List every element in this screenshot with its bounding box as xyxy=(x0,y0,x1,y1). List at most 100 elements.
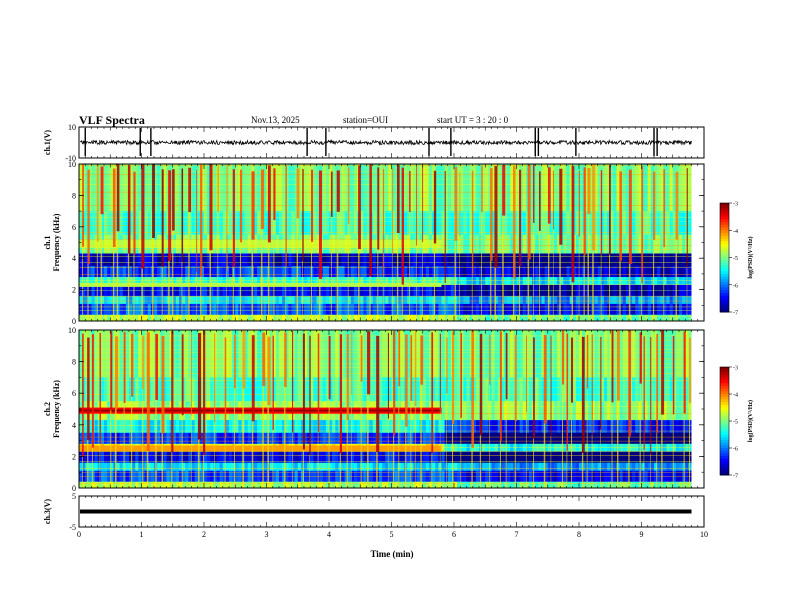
spectrogram-cell xyxy=(175,266,180,278)
sferic xyxy=(505,399,507,488)
spectrogram-cell xyxy=(482,164,486,212)
spectrogram-cell xyxy=(372,266,377,278)
spectrogram-cell xyxy=(625,330,630,378)
spectrogram-cell xyxy=(482,303,486,315)
spectrogram-cell xyxy=(210,420,214,433)
spectrogram-cell xyxy=(257,314,261,321)
spectrogram-cell xyxy=(150,330,155,378)
sferic xyxy=(351,394,352,488)
spectrogram-cell xyxy=(191,420,196,433)
spectrogram-cell xyxy=(216,266,221,278)
spectrogram-cell xyxy=(135,295,139,304)
spectrogram-cell xyxy=(472,432,477,444)
spectrogram-cell xyxy=(191,451,196,463)
spectrogram-cell xyxy=(538,253,543,267)
spectrogram-cell xyxy=(213,330,218,378)
spectrogram-cell xyxy=(654,451,658,463)
sferic xyxy=(387,418,389,488)
spectrogram-cell xyxy=(338,314,343,321)
spectrogram-cell xyxy=(372,451,377,463)
spectrogram-cell xyxy=(82,303,86,315)
spectrogram-cell xyxy=(91,481,96,488)
spectrogram-cell xyxy=(657,303,661,315)
sferic xyxy=(267,405,270,488)
spectrogram-cell xyxy=(457,303,461,315)
spectrogram-cell xyxy=(288,451,293,463)
spectrogram-cell xyxy=(682,295,686,304)
spectrogram-cell xyxy=(116,314,121,321)
sferic xyxy=(152,164,155,239)
spectrogram-cell xyxy=(679,462,683,471)
spectrogram-cell xyxy=(116,462,121,471)
spectrogram-cell xyxy=(597,266,602,278)
spectrogram-cell xyxy=(335,420,339,433)
sferic xyxy=(123,331,126,404)
spectrogram-cell xyxy=(585,266,589,278)
spectrogram-cell xyxy=(200,253,205,267)
spectrogram-cell xyxy=(600,481,605,488)
spectrogram-cell xyxy=(488,451,493,463)
spectrogram-cell xyxy=(338,164,343,212)
spectrogram-cell xyxy=(407,295,411,304)
spectrogram-cell xyxy=(157,277,161,285)
spectrogram-cell xyxy=(347,164,352,212)
spectrogram-cell xyxy=(163,266,168,278)
spectrogram-cell xyxy=(607,377,611,402)
spectrogram-cell xyxy=(547,253,552,267)
spectrogram-cell xyxy=(297,314,302,321)
spectrogram-cell xyxy=(391,303,396,315)
spectrogram-cell xyxy=(369,451,374,463)
spectrogram-cell xyxy=(116,451,121,463)
spectrogram-cell xyxy=(288,481,293,488)
spectrogram-cell xyxy=(482,295,486,304)
spectrogram-cell xyxy=(207,266,211,278)
spectrogram-cell xyxy=(204,295,208,304)
spectrogram-cell xyxy=(385,277,389,285)
spectrogram-cell xyxy=(366,211,371,235)
spectrogram-cell xyxy=(544,451,549,463)
spectrogram-cell xyxy=(132,432,136,444)
spectrogram-cell xyxy=(282,253,286,267)
spectrogram-cell xyxy=(663,377,668,402)
spectrogram-cell xyxy=(269,377,274,402)
sferic xyxy=(514,421,516,488)
spectrogram-cell xyxy=(169,253,174,267)
spectrogram-cell xyxy=(297,277,302,285)
spectrogram-cell xyxy=(372,432,377,444)
sferic xyxy=(420,384,422,488)
spectrogram-cell xyxy=(644,266,649,278)
spectrogram-cell xyxy=(135,314,139,321)
spectrogram-cell xyxy=(675,420,680,433)
spectrogram-cell xyxy=(535,314,539,321)
spectrogram-cell xyxy=(204,377,208,402)
spectrogram-cell xyxy=(600,451,605,463)
spectrogram-cell xyxy=(572,420,577,433)
spectrogram-cell xyxy=(491,211,496,235)
sferic xyxy=(586,388,588,488)
sferic xyxy=(396,164,400,234)
spectrogram-cell xyxy=(341,211,346,235)
spectrogram-cell xyxy=(522,164,527,212)
spectrogram-cell xyxy=(622,164,627,212)
spectrogram-cell xyxy=(325,314,330,321)
spectrogram-cell xyxy=(654,211,658,235)
spectrogram-cell xyxy=(354,295,358,304)
spectrogram-cell xyxy=(632,303,636,315)
spectrogram-cell xyxy=(407,462,411,471)
spectrogram-cell xyxy=(372,277,377,285)
spectrogram-cell xyxy=(610,277,614,285)
spectrogram-cell xyxy=(425,314,430,321)
spectrogram-cell xyxy=(594,164,599,212)
spectrogram-cell xyxy=(363,432,368,444)
spectrogram-cell xyxy=(116,481,121,488)
spectrogram-cell xyxy=(650,234,655,254)
spectrogram-cell xyxy=(157,330,161,378)
spectrogram-cell xyxy=(647,401,652,421)
spectrogram-cell xyxy=(407,330,411,378)
spectrogram-cell xyxy=(547,295,552,304)
spectrogram-cell xyxy=(572,164,577,212)
spectrogram-cell xyxy=(329,481,333,488)
y-tick-label: 10 xyxy=(68,326,76,335)
spectrogram-cell xyxy=(275,377,280,402)
